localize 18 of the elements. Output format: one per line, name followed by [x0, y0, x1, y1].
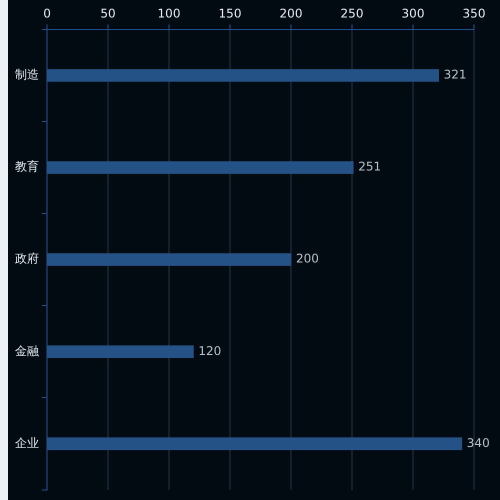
data-label: 251: [358, 160, 382, 174]
y-tick-label: 企业: [15, 436, 39, 450]
x-tick-label: 150: [218, 6, 242, 20]
x-tick-label: 0: [43, 6, 51, 20]
x-tick-label: 50: [100, 6, 116, 20]
data-label: 120: [198, 344, 222, 358]
x-tick-label: 200: [280, 6, 302, 20]
y-tick-label: 教育: [15, 160, 39, 174]
x-tick-label: 350: [462, 6, 486, 20]
data-label: 321: [444, 68, 467, 82]
x-tick-label: 300: [402, 6, 424, 20]
y-tick-label: 制造: [15, 68, 39, 82]
x-tick-label: 100: [158, 6, 180, 20]
x-tick-label: 250: [340, 6, 364, 20]
y-tick-label: 政府: [15, 252, 39, 266]
data-label: 200: [296, 252, 319, 266]
y-tick-label: 金融: [15, 344, 39, 358]
data-label: 340: [466, 436, 490, 450]
